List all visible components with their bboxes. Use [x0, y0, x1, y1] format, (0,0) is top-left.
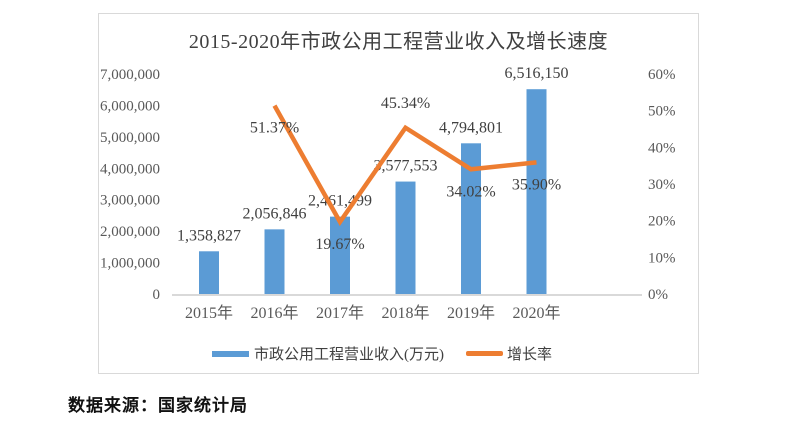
bar-2018年	[395, 181, 416, 294]
left-axis-tick: 6,000,000	[100, 98, 160, 114]
left-axis-tick: 0	[153, 287, 161, 303]
right-axis-tick: 50%	[648, 104, 676, 120]
x-axis-label: 2018年	[381, 304, 429, 322]
x-axis-label: 2017年	[316, 304, 364, 322]
line-value-label: 34.02%	[446, 183, 495, 200]
left-axis-tick: 3,000,000	[100, 193, 160, 209]
legend-bar-swatch-icon	[212, 350, 249, 357]
left-axis-tick: 5,000,000	[100, 130, 160, 146]
right-axis-tick: 20%	[648, 214, 676, 230]
x-axis-label: 2020年	[512, 304, 560, 322]
bar-2016年	[264, 229, 285, 294]
legend-line-label: 增长率	[507, 347, 553, 363]
chart-title: 2015-2020年市政公用工程营业收入及增长速度	[188, 31, 609, 53]
line-value-label: 45.34%	[381, 95, 430, 112]
legend: 市政公用工程营业收入(万元) 增长率	[212, 343, 552, 364]
bar-value-label: 2,056,846	[243, 205, 307, 222]
bar-value-label: 1,358,827	[177, 227, 241, 244]
bar-2020年	[526, 89, 547, 294]
bar-2017年	[330, 216, 350, 294]
left-axis-tick: 7,000,000	[100, 67, 160, 83]
bar-value-label: 3,577,553	[374, 158, 438, 175]
growth-rate-line	[272, 104, 537, 227]
bar-2015年	[199, 251, 219, 294]
legend-line-swatch-icon	[466, 351, 503, 356]
bar-value-label: 2,461,499	[308, 193, 372, 210]
x-axis-label: 2015年	[185, 304, 233, 322]
line-value-label: 51.37%	[250, 120, 299, 137]
legend-bar-label: 市政公用工程营业收入(万元)	[254, 347, 444, 363]
right-axis-tick: 0%	[648, 287, 668, 303]
x-axis-label: 2016年	[250, 304, 298, 322]
line-value-label: 19.67%	[315, 236, 364, 253]
source-note: 数据来源：国家统计局	[68, 396, 248, 415]
left-axis-tick: 1,000,000	[100, 256, 160, 272]
left-axis-tick: 2,000,000	[100, 224, 160, 240]
line-value-label: 35.90%	[512, 176, 561, 193]
bar-2019年	[461, 143, 481, 294]
right-axis-tick: 30%	[648, 177, 676, 193]
left-axis-tick: 4,000,000	[100, 161, 160, 177]
right-axis-tick: 10%	[648, 250, 676, 266]
x-axis-label: 2019年	[447, 304, 495, 322]
right-axis-tick: 40%	[648, 140, 676, 156]
bar-value-label: 6,516,150	[505, 65, 569, 82]
right-axis-tick: 60%	[648, 67, 676, 83]
bar-value-label: 4,794,801	[439, 119, 503, 136]
